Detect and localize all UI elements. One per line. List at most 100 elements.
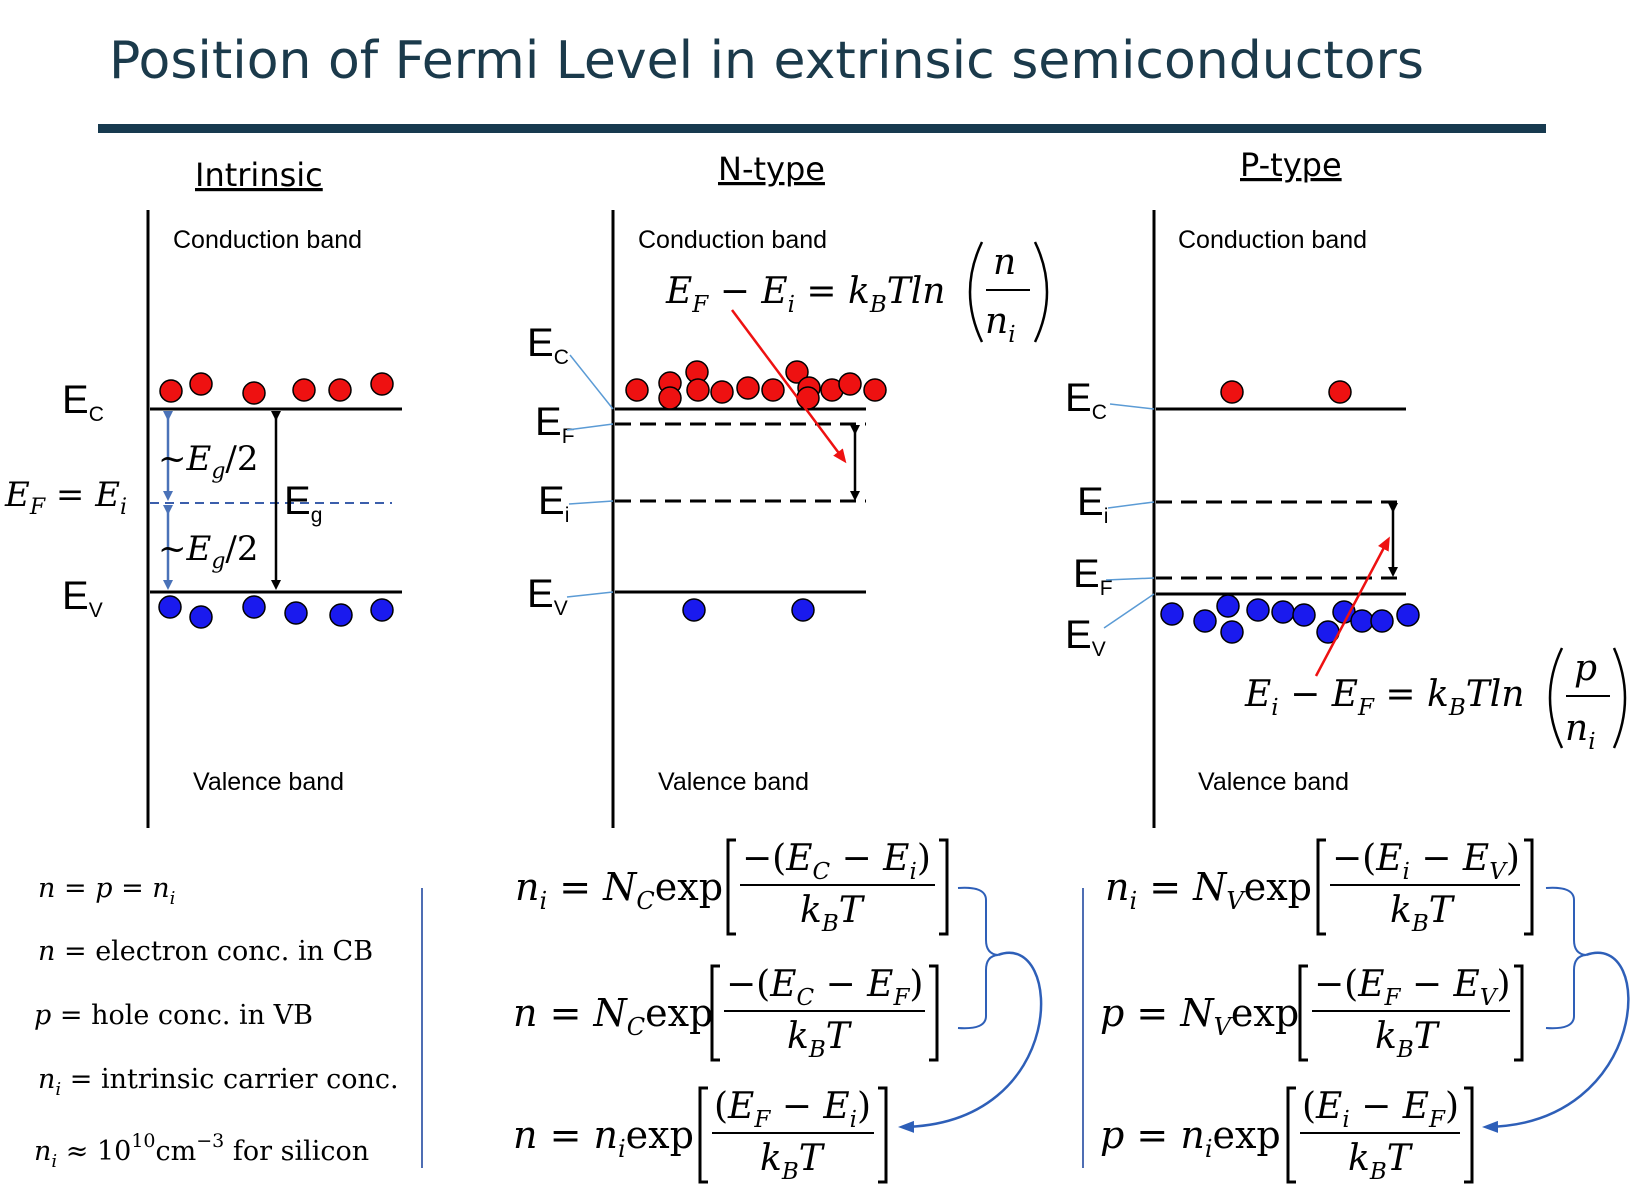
intrinsic-ef-equals-ei: EF = Ei [4, 475, 127, 520]
hole [1193, 609, 1217, 633]
ntype-electrons [625, 360, 887, 410]
hole [1271, 600, 1295, 624]
electron [863, 378, 887, 402]
ptype-equation-p: p = NVexp −(EF − EV) kBT [1100, 964, 1524, 1063]
hole [791, 598, 815, 622]
ntype-ei-label: Ei [538, 479, 569, 527]
definition-2: n = electron conc. in CB [38, 936, 373, 967]
electron [625, 378, 649, 402]
definition-1: n = p = ni [38, 873, 175, 909]
hole [158, 595, 182, 619]
electron [1220, 380, 1244, 404]
svg-text:(EF − Ei): (EF − Ei) [714, 1086, 871, 1133]
hole [1160, 602, 1184, 626]
electron [686, 378, 710, 402]
ntype-ef-label: EF [535, 400, 575, 448]
ntype-equation-n: n = NCexp −(EC − EF) kBT [513, 964, 939, 1063]
ntype-relation-arrow [730, 309, 847, 464]
svg-text:n = NCexp: n = NCexp [513, 991, 713, 1041]
svg-text:ni: ni [1565, 708, 1596, 755]
svg-text:Ei − EF = kBTln: Ei − EF = kBTln [1244, 674, 1524, 721]
definition-5: ni ≈ 1010cm−3 for silicon [34, 1130, 369, 1172]
ntype-leader-lines [566, 354, 614, 598]
ntype-holes [682, 598, 815, 622]
ptype-equation-p-ni: p = niexp (Ei − EF) kBT [1100, 1086, 1474, 1185]
slide-title: Position of Fermi Level in extrinsic sem… [109, 31, 1424, 91]
svg-text:p = NVexp: p = NVexp [1100, 991, 1299, 1041]
ptype-brace [1545, 886, 1587, 1030]
ptype-relation-equation: Ei − EF = kBTln p ni [1244, 647, 1627, 755]
hole [1246, 598, 1270, 622]
ptype-heading: P-type [1240, 146, 1342, 184]
ptype-conduction-band-label: Conduction band [1178, 226, 1367, 254]
ntype-ev-label: EV [527, 572, 568, 620]
hole [329, 603, 353, 627]
electron [785, 360, 809, 384]
intrinsic-lower-half-gap-label: ~Eg/2 [158, 529, 259, 574]
intrinsic-valence-band-label: Valence band [193, 768, 344, 796]
hole [1292, 603, 1316, 627]
electron [370, 372, 394, 396]
svg-text:−(EC − Ei): −(EC − Ei) [742, 838, 931, 885]
svg-text:kBT: kBT [1348, 1138, 1414, 1185]
intrinsic-conduction-band-label: Conduction band [173, 226, 362, 254]
intrinsic-holes [158, 595, 394, 629]
svg-text:p: p [1574, 648, 1597, 689]
definition-3: p = hole conc. in VB [34, 1000, 313, 1031]
ptype-valence-band-label: Valence band [1198, 768, 1349, 796]
ptype-leader-lines [1103, 403, 1155, 629]
svg-text:−(EC − EF): −(EC − EF) [726, 964, 923, 1011]
ntype-equation-n-ni: n = niexp (EF − Ei) kBT [513, 1086, 888, 1185]
hole [1396, 603, 1420, 627]
hole [682, 598, 706, 622]
svg-text:kBT: kBT [760, 1138, 826, 1185]
hole [284, 601, 308, 625]
intrinsic-upper-half-gap-label: ~Eg/2 [158, 439, 259, 484]
electron [328, 378, 352, 402]
ntype-equation-ni: ni = NCexp −(EC − Ei) kBT [515, 838, 949, 937]
electron [242, 381, 266, 405]
intrinsic-ev-label: EV [62, 574, 103, 622]
svg-text:kBT: kBT [800, 890, 866, 937]
intrinsic-heading: Intrinsic [195, 156, 323, 194]
hole [1220, 620, 1244, 644]
ptype-equation-ni: ni = NVexp −(Ei − EV) kBT [1105, 838, 1534, 937]
ntype-valence-band-label: Valence band [658, 768, 809, 796]
svg-text:ni = NCexp: ni = NCexp [515, 865, 723, 915]
svg-text:kBT: kBT [1390, 890, 1456, 937]
ptype-combine-arrow [1482, 951, 1630, 1133]
electron [1328, 380, 1352, 404]
hole [1350, 609, 1374, 633]
intrinsic-eg-label: Eg [284, 479, 322, 527]
hole [1216, 594, 1240, 618]
ptype-ei-label: Ei [1077, 480, 1108, 528]
electron [189, 372, 213, 396]
svg-text:kBT: kBT [787, 1016, 853, 1063]
ptype-holes [1160, 594, 1420, 644]
ptype-ef-label: EF [1073, 552, 1113, 600]
hole [189, 605, 213, 629]
electron [159, 379, 183, 403]
svg-text:ni = NVexp: ni = NVexp [1105, 865, 1312, 915]
electron [838, 372, 862, 396]
hole [242, 595, 266, 619]
intrinsic-electrons [159, 372, 394, 405]
ptype-relation-arrow [1314, 536, 1390, 677]
electron [658, 386, 682, 410]
definition-4: ni = intrinsic carrier conc. [38, 1064, 399, 1100]
ntype-conduction-band-label: Conduction band [638, 226, 827, 254]
title-rule [98, 124, 1546, 133]
definitions: n = p = ni n = electron conc. in CB p = … [34, 873, 399, 1172]
svg-text:ni: ni [985, 301, 1016, 348]
ptype-ec-label: EC [1065, 376, 1107, 424]
ntype-relation-equation: EF − Ei = kBTln n ni [665, 241, 1049, 348]
svg-text:−(EF − EV): −(EF − EV) [1314, 964, 1510, 1011]
svg-text:(Ei − EF): (Ei − EF) [1302, 1086, 1459, 1133]
svg-text:n: n [993, 242, 1016, 283]
svg-text:EF − Ei = kBTln: EF − Ei = kBTln [665, 271, 945, 318]
electron [796, 386, 820, 410]
ptype-electrons [1220, 380, 1352, 404]
intrinsic-ec-label: EC [62, 378, 104, 426]
